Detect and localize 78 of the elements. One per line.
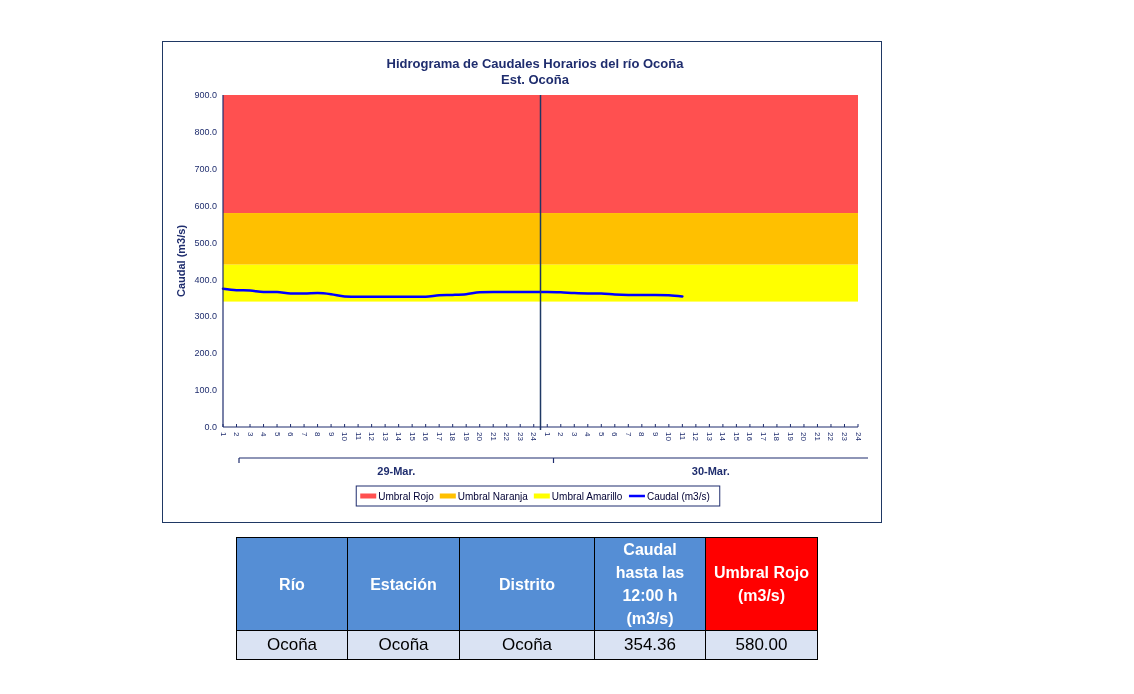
x-tick-label: 8 bbox=[637, 432, 647, 437]
x-tick-label: 23 bbox=[515, 432, 525, 442]
category-label: Distrito bbox=[459, 537, 595, 631]
text: Ocoña bbox=[501, 635, 553, 654]
x-tick-label: 10 bbox=[664, 432, 674, 442]
x-tick-label: 21 bbox=[812, 432, 822, 442]
x-tick-label: 12 bbox=[691, 432, 701, 442]
x-tick-label: 21 bbox=[488, 432, 498, 442]
x-tick-label: 14 bbox=[718, 432, 728, 442]
x-tick-label: 17 bbox=[758, 432, 768, 442]
text: 29-Mar. bbox=[377, 465, 416, 477]
x-tick-label: 20 bbox=[799, 432, 809, 442]
x-tick-label: 15 bbox=[731, 432, 741, 442]
x-tick-label: 13 bbox=[704, 432, 714, 442]
x-tick-label: 20 bbox=[475, 432, 485, 442]
text: Ocoña bbox=[266, 635, 318, 654]
legend-label: Umbral Naranja bbox=[457, 490, 529, 502]
x-tick-label: 18 bbox=[448, 432, 458, 442]
x-tick-label: 2 bbox=[232, 432, 242, 437]
x-tick-label: 19 bbox=[785, 432, 795, 442]
x-tick-label: 4 bbox=[583, 432, 593, 437]
x-tick-label: 16 bbox=[745, 432, 755, 442]
y-tick-label: 900.0 bbox=[194, 90, 217, 101]
legend-label: Caudal (m3/s) bbox=[646, 490, 710, 502]
x-tick-label: 16 bbox=[421, 432, 431, 442]
y-tick-label: 100.0 bbox=[194, 385, 217, 396]
x-tick-label: 1 bbox=[542, 432, 552, 437]
x-tick-label: 6 bbox=[610, 432, 620, 437]
category-label: Río bbox=[236, 537, 348, 631]
line-series bbox=[221, 287, 684, 299]
category-label: Umbral Rojo (m3/s) bbox=[705, 537, 818, 631]
x-tick-label: 7 bbox=[299, 432, 309, 437]
y-tick-label: 600.0 bbox=[194, 200, 217, 211]
x-tick-label: 6 bbox=[286, 432, 296, 437]
x-tick-label: 10 bbox=[340, 432, 350, 442]
y-tick-label: 800.0 bbox=[194, 127, 217, 138]
x-tick-label: 9 bbox=[650, 432, 660, 437]
chart-subtitle: Est. Ocoña bbox=[501, 72, 570, 87]
y-tick-label: 700.0 bbox=[194, 163, 217, 174]
x-tick-label: 4 bbox=[259, 432, 269, 437]
chart-title: Hidrograma de Caudales Horarios del río Ocoña bbox=[386, 56, 685, 71]
x-tick-label: 15 bbox=[407, 432, 417, 442]
x-tick-label: 19 bbox=[461, 432, 471, 442]
x-tick-label: 3 bbox=[569, 432, 579, 437]
y-tick-label: 300.0 bbox=[194, 311, 217, 322]
y-tick-label: 500.0 bbox=[194, 237, 217, 248]
y-tick-label: 0.0 bbox=[204, 422, 217, 433]
x-tick-label: 5 bbox=[596, 432, 606, 437]
category-label: Estación bbox=[347, 537, 460, 631]
x-tick-label: 23 bbox=[839, 432, 849, 442]
x-tick-label: 22 bbox=[502, 432, 512, 442]
text: Ocoña bbox=[378, 635, 429, 654]
x-tick-label: 2 bbox=[556, 432, 566, 437]
text: 354.36 bbox=[624, 635, 676, 654]
x-tick-label: 17 bbox=[434, 432, 444, 442]
y-axis-title: Caudal (m3/s) bbox=[175, 224, 187, 298]
x-tick-label: 7 bbox=[623, 432, 633, 437]
x-tick-label: 13 bbox=[380, 432, 390, 442]
y-tick-label: 400.0 bbox=[194, 274, 217, 285]
legend-label: Umbral Amarillo bbox=[551, 490, 623, 502]
text: 580.00 bbox=[735, 635, 788, 654]
x-tick-label: 1 bbox=[218, 432, 228, 437]
x-tick-label: 3 bbox=[245, 432, 255, 437]
text: 30-Mar. bbox=[691, 465, 730, 477]
x-tick-label: 11 bbox=[353, 432, 363, 441]
x-tick-label: 12 bbox=[367, 432, 377, 442]
x-tick-label: 11 bbox=[677, 432, 687, 441]
category-label: Caudal hasta las 12:00 h (m3/s) bbox=[594, 537, 706, 631]
legend-label: Umbral Rojo bbox=[378, 490, 435, 502]
x-tick-label: 9 bbox=[326, 432, 336, 437]
y-tick-label: 200.0 bbox=[194, 348, 217, 359]
x-tick-label: 5 bbox=[272, 432, 282, 437]
x-tick-label: 22 bbox=[826, 432, 836, 442]
x-tick-label: 14 bbox=[394, 432, 404, 442]
x-tick-label: 8 bbox=[313, 432, 323, 437]
x-tick-label: 18 bbox=[772, 432, 782, 442]
x-tick-label: 24 bbox=[853, 432, 863, 442]
x-tick-label: 24 bbox=[529, 432, 539, 442]
